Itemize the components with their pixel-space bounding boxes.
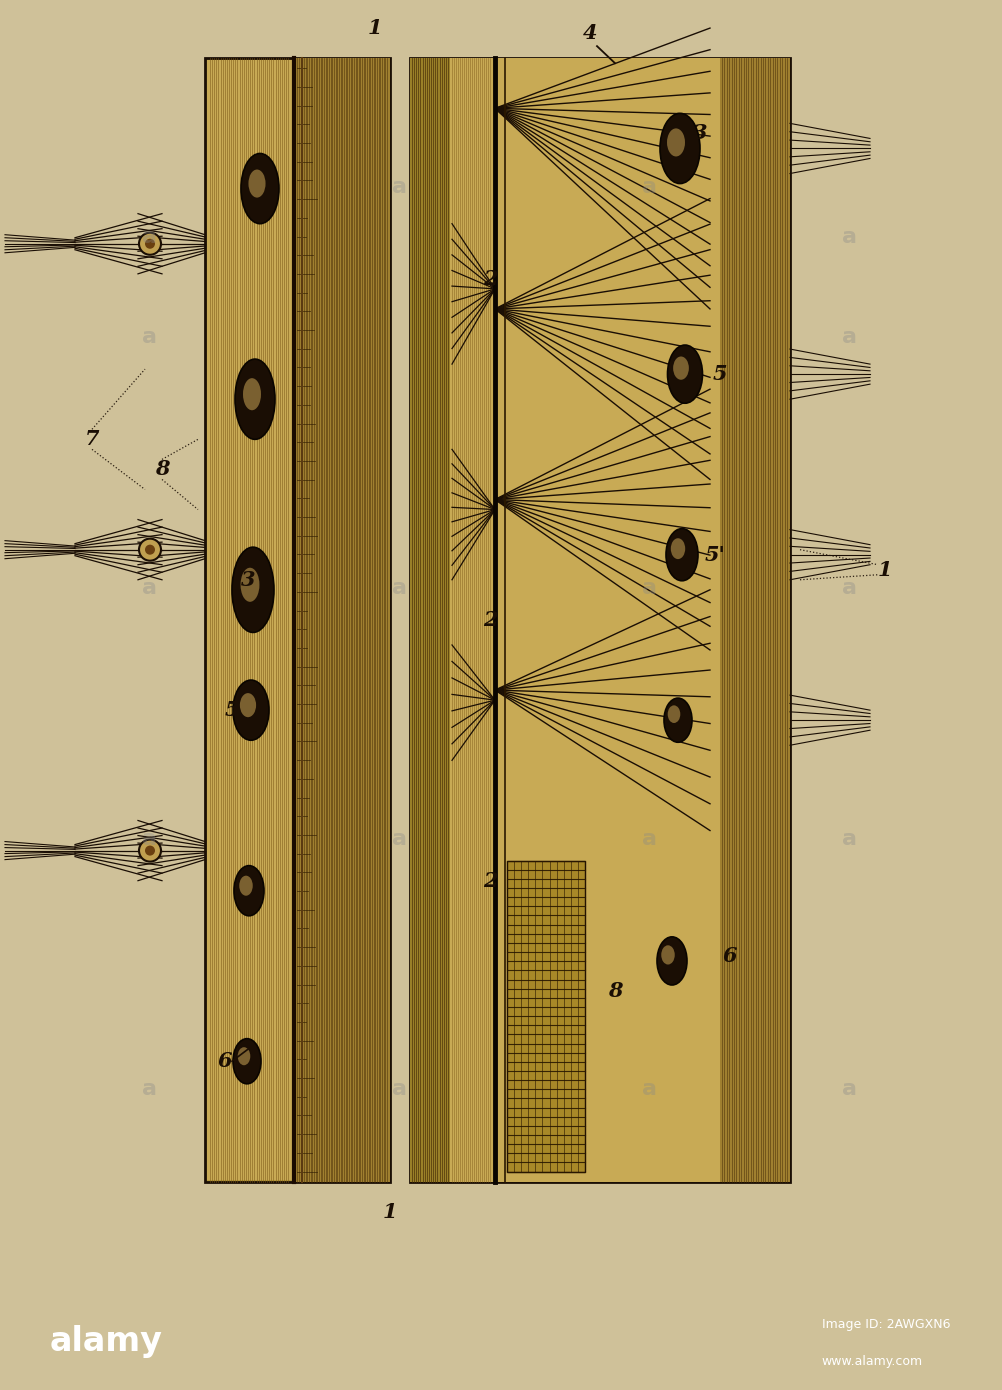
Ellipse shape	[240, 567, 260, 602]
Ellipse shape	[673, 356, 688, 379]
Text: a: a	[642, 828, 657, 848]
Bar	[450, 58, 720, 1182]
Ellipse shape	[667, 345, 702, 403]
Text: 3: 3	[692, 124, 707, 143]
Ellipse shape	[660, 114, 700, 183]
Text: a: a	[142, 828, 157, 848]
Text: a: a	[843, 828, 858, 848]
Text: 3: 3	[240, 570, 256, 589]
Ellipse shape	[657, 937, 687, 986]
Text: 8: 8	[608, 981, 622, 1001]
Text: 2: 2	[483, 870, 497, 891]
Bar	[507, 860, 585, 1172]
Text: a: a	[142, 578, 157, 598]
Text: Image ID: 2AWGXN6: Image ID: 2AWGXN6	[822, 1319, 950, 1332]
Text: 2: 2	[483, 268, 497, 289]
Ellipse shape	[670, 538, 685, 559]
Ellipse shape	[145, 845, 155, 856]
Text: a: a	[642, 578, 657, 598]
Text: alamy: alamy	[50, 1326, 163, 1358]
Bar	[410, 58, 790, 1182]
Text: 5: 5	[224, 701, 239, 720]
Bar	[207, 60, 304, 1180]
Ellipse shape	[145, 239, 155, 249]
Text: a: a	[642, 177, 657, 196]
Text: a: a	[393, 177, 408, 196]
Ellipse shape	[667, 705, 680, 723]
Text: 5: 5	[712, 364, 727, 384]
Text: a: a	[142, 227, 157, 246]
Text: 6: 6	[217, 1051, 232, 1072]
Ellipse shape	[248, 170, 266, 197]
Ellipse shape	[233, 680, 269, 741]
Ellipse shape	[145, 545, 155, 555]
Text: a: a	[843, 1079, 858, 1099]
Ellipse shape	[139, 539, 161, 560]
Bar	[205, 58, 390, 1182]
Bar	[294, 58, 390, 1182]
Text: a: a	[393, 828, 408, 848]
Text: a: a	[393, 1079, 408, 1099]
Text: a: a	[843, 578, 858, 598]
Text: 8: 8	[154, 460, 169, 480]
Ellipse shape	[664, 698, 692, 742]
Text: a: a	[843, 327, 858, 348]
Ellipse shape	[239, 694, 257, 717]
Text: 5': 5'	[704, 545, 725, 564]
Ellipse shape	[233, 1038, 261, 1084]
Ellipse shape	[232, 548, 274, 632]
Text: 6: 6	[722, 947, 737, 966]
Text: 1: 1	[878, 560, 892, 580]
Ellipse shape	[661, 945, 674, 965]
Text: 4: 4	[583, 24, 597, 43]
Text: a: a	[642, 1079, 657, 1099]
Text: www.alamy.com: www.alamy.com	[822, 1355, 923, 1369]
Ellipse shape	[139, 840, 161, 862]
Ellipse shape	[241, 153, 279, 224]
Bar	[410, 58, 450, 1182]
Ellipse shape	[239, 876, 253, 895]
Ellipse shape	[667, 128, 685, 157]
Ellipse shape	[237, 1047, 250, 1065]
Text: a: a	[393, 578, 408, 598]
Ellipse shape	[139, 232, 161, 254]
Text: 2: 2	[483, 610, 497, 630]
Text: 1: 1	[383, 1202, 397, 1222]
Text: 7: 7	[85, 430, 99, 449]
Ellipse shape	[243, 378, 261, 410]
Ellipse shape	[234, 866, 264, 916]
Text: a: a	[142, 327, 157, 348]
Ellipse shape	[235, 359, 275, 439]
Ellipse shape	[666, 528, 698, 581]
Text: a: a	[142, 1079, 157, 1099]
Text: 1: 1	[368, 18, 382, 38]
Bar	[720, 58, 790, 1182]
Text: a: a	[843, 227, 858, 246]
